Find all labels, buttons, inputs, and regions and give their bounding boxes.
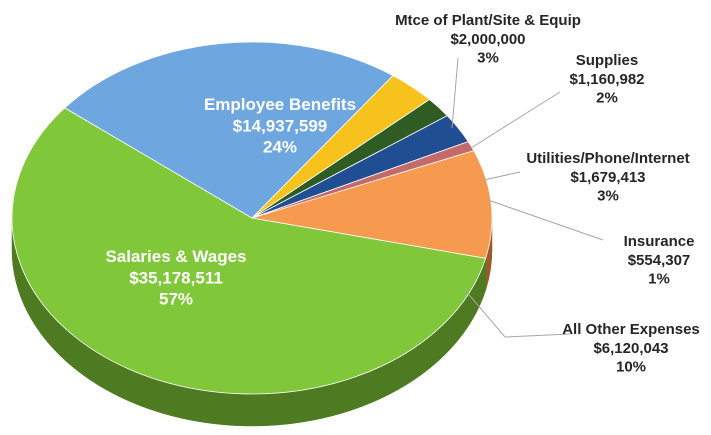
data-label-label-utilities-phone-internet: Utilities/Phone/Internet xyxy=(526,150,689,167)
data-label-value-utilities-phone-internet: $1,679,413 xyxy=(570,169,645,186)
data-label-label-salaries-wages: Salaries & Wages xyxy=(105,247,246,266)
leader-line-mtce-of-plant-site-equip xyxy=(451,57,459,129)
data-label-percent-all-other-expenses: 10% xyxy=(616,359,646,376)
data-label-label-insurance: Insurance xyxy=(624,233,695,250)
data-label-label-mtce-of-plant-site-equip: Mtce of Plant/Site & Equip xyxy=(395,12,581,29)
data-label-value-salaries-wages: $35,178,511 xyxy=(129,268,223,287)
pie-slice-employee-benefits xyxy=(64,41,394,219)
data-label-value-all-other-expenses: $6,120,043 xyxy=(593,340,668,357)
data-label-percent-employee-benefits: 24% xyxy=(263,138,297,157)
pie-slice-all-other-expenses xyxy=(251,150,493,259)
data-label-value-mtce-of-plant-site-equip: $2,000,000 xyxy=(450,31,525,48)
data-label-label-supplies: Supplies xyxy=(576,52,639,69)
data-label-percent-mtce-of-plant-site-equip: 3% xyxy=(477,50,499,67)
data-label-percent-salaries-wages: 57% xyxy=(159,290,193,309)
data-label-label-all-other-expenses: All Other Expenses xyxy=(562,321,700,338)
leader-line-all-other-expenses xyxy=(464,289,571,338)
leader-line-supplies xyxy=(470,91,561,149)
data-label-percent-utilities-phone-internet: 3% xyxy=(597,188,619,205)
leader-line-insurance xyxy=(487,199,604,241)
data-label-percent-supplies: 2% xyxy=(596,90,618,107)
leader-line-utilities-phone-internet xyxy=(483,171,521,181)
data-label-percent-insurance: 1% xyxy=(648,271,670,288)
data-label-value-employee-benefits: $14,937,599 xyxy=(233,116,328,135)
data-label-value-insurance: $554,307 xyxy=(628,252,691,269)
data-label-value-supplies: $1,160,982 xyxy=(569,71,644,88)
pie-slice-insurance xyxy=(251,141,475,219)
data-label-label-employee-benefits: Employee Benefits xyxy=(204,95,356,114)
pie-slice-salaries-wages xyxy=(11,107,487,395)
